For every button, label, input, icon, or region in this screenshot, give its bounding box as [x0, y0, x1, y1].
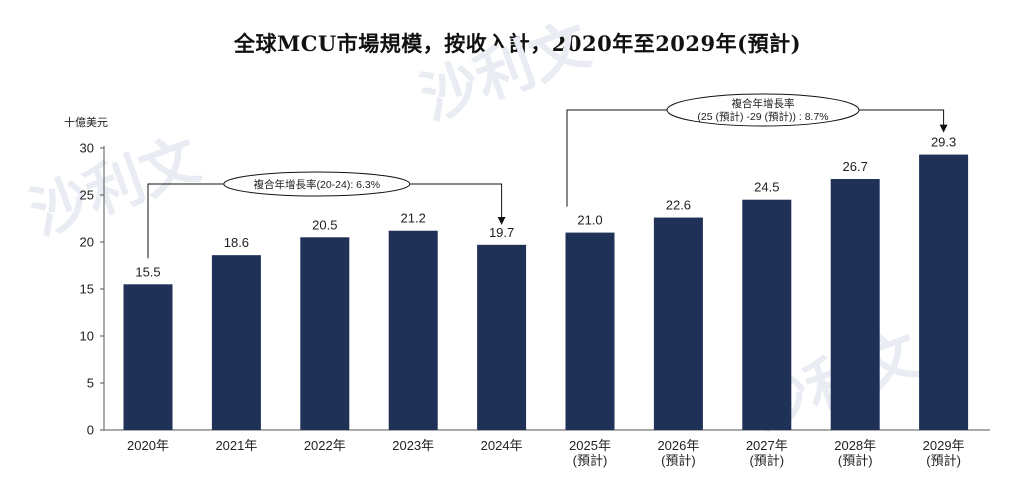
bar-value-label: 15.5: [135, 264, 160, 279]
x-tick-label: 2025年(預計): [569, 438, 611, 468]
bar-value-label: 24.5: [754, 180, 779, 195]
y-tick-label: 20: [80, 235, 94, 250]
bar: [565, 232, 615, 430]
bar: [300, 237, 350, 430]
x-tick-label: 2022年: [304, 438, 346, 453]
x-tick-label: 2021年: [215, 438, 257, 453]
cagr-bubble-2025-2029: [666, 93, 860, 127]
bar: [830, 179, 880, 430]
x-tick-label: 2029年(預計): [923, 438, 965, 468]
x-tick-label: 2026年(預計): [657, 438, 699, 468]
cagr-annotations: 複合年增長率(20-24): 6.3% 複合年增長率(25 (預計) -29 (預…: [147, 93, 948, 259]
bar-value-label: 19.7: [489, 225, 514, 240]
bar: [211, 255, 261, 430]
bar-value-label: 26.7: [843, 159, 868, 174]
y-tick-label: 0: [87, 423, 94, 438]
watermark-text-cn: 沙利文: [22, 125, 209, 248]
y-tick-label: 15: [80, 282, 94, 297]
cagr-label-2025-2029-line2: (25 (預計) -29 (預計)) : 8.7%: [697, 110, 828, 123]
y-tick-label: 30: [80, 141, 94, 156]
bar: [653, 217, 703, 430]
x-tick-label: 2024年: [481, 438, 523, 453]
bars: 15.5 2020年 18.6 2021年 20.5 2022年 21.2 2023年 19.7…: [123, 135, 969, 468]
bar-value-label: 29.3: [931, 135, 956, 150]
bar: [742, 199, 792, 430]
y-tick-label: 5: [87, 376, 94, 391]
bar: [388, 230, 438, 430]
cagr-label-2025-2029-line1: 複合年增長率: [732, 97, 795, 110]
bar-value-label: 21.2: [401, 211, 426, 226]
x-tick-label: 2023年: [392, 438, 434, 453]
cagr-label-2020-2024: 複合年增長率(20-24): 6.3%: [253, 178, 380, 191]
bar-value-label: 21.0: [577, 213, 602, 228]
chart-title: 全球MCU市場規模，按收入計，2020年至2029年(預計): [233, 31, 802, 56]
y-tick-label: 25: [80, 188, 94, 203]
x-tick-label: 2028年(預計): [834, 438, 876, 468]
bar-value-label: 20.5: [312, 217, 337, 232]
y-axis-unit-label: 十億美元: [64, 115, 108, 129]
cagr-bubble-2020-2024: [223, 171, 411, 197]
bar-value-label: 18.6: [224, 235, 249, 250]
x-tick-label: 2020年: [127, 438, 169, 453]
y-tick-label: 10: [80, 329, 94, 344]
bar-value-label: 22.6: [666, 198, 691, 213]
bar: [123, 284, 173, 430]
bar: [477, 244, 527, 430]
watermark-text-cn: 沙利文: [412, 10, 599, 133]
x-tick-label: 2027年(預計): [746, 438, 788, 468]
bar: [919, 154, 969, 430]
